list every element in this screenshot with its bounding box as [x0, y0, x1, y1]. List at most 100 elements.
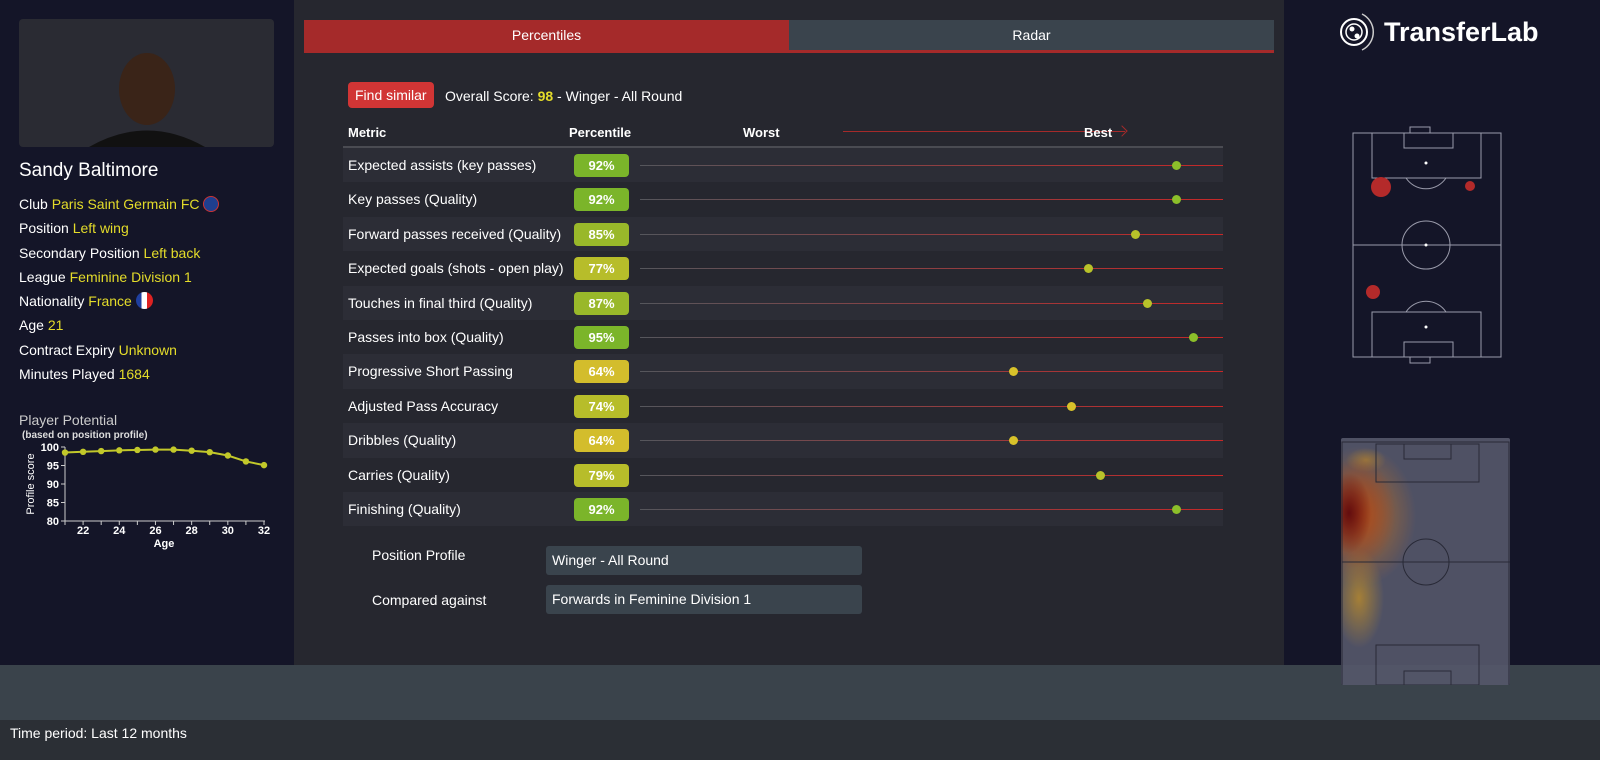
overall-score: Overall Score: 98 - Winger - All Round [445, 88, 682, 104]
info-age: Age 21 [19, 313, 219, 337]
tab-radar[interactable]: Radar [789, 20, 1274, 50]
table-row: Carries (Quality) 79% [343, 458, 1223, 492]
table-row: Expected assists (key passes) 92% [343, 148, 1223, 183]
metric-name: Finishing (Quality) [348, 500, 461, 517]
percentile-track [640, 336, 1223, 338]
percentile-marker [1171, 195, 1181, 205]
metric-name: Progressive Short Passing [348, 363, 513, 380]
info-contract-expiry: Contract Expiry Unknown [19, 338, 219, 362]
y-tick-label: 80 [47, 516, 59, 528]
heatmap-pitch-lines [1341, 441, 1510, 685]
club-crest-icon [203, 196, 220, 212]
info-label: Club [19, 196, 48, 212]
player-info: Club Paris Saint Germain FC Position Lef… [19, 192, 220, 386]
header-worst: Worst [743, 125, 780, 140]
info-value[interactable]: Paris Saint Germain FC [51, 196, 200, 212]
info-label: Position [19, 220, 69, 237]
percentile-marker [1096, 470, 1106, 480]
potential-point [170, 446, 177, 453]
overall-prefix: Overall Score: [445, 88, 538, 104]
potential-line [64, 448, 265, 467]
info-minutes-played: Minutes Played 1684 [19, 362, 219, 386]
position-profile-select[interactable]: Winger - All Round [546, 546, 862, 575]
potential-point [188, 447, 195, 454]
bottom-bar [0, 665, 1600, 720]
y-tick-label: 100 [41, 442, 59, 454]
tab-percentiles[interactable]: Percentiles [304, 20, 789, 50]
potential-point [260, 461, 268, 469]
info-label: Minutes Played [19, 366, 115, 383]
potential-point [206, 448, 213, 456]
header-percentile: Percentile [569, 125, 632, 140]
brand-name: TransferLab [1384, 16, 1539, 47]
potential-point [97, 447, 105, 455]
potential-point [134, 446, 141, 454]
table-row: Expected goals (shots - open play) 77% [343, 251, 1223, 285]
player-avatar-icon [89, 53, 205, 147]
percentile-track [640, 440, 1223, 442]
percentile-badge: 74% [574, 394, 629, 418]
percentile-track [640, 474, 1223, 476]
info-value: France [88, 293, 132, 310]
percentile-track [640, 302, 1223, 304]
percentile-marker [1171, 161, 1181, 170]
percentile-marker [1171, 504, 1181, 514]
percentile-marker [1189, 332, 1199, 342]
table-row: Key passes (Quality) 92% [343, 182, 1223, 216]
overall-score-value: 98 [537, 88, 554, 104]
table-row: Forward passes received (Quality) 85% [343, 216, 1223, 252]
find-similar-button[interactable]: Find similar [348, 82, 434, 108]
metric-name: Carries (Quality) [348, 466, 450, 483]
info-league: League Feminine Division 1 [19, 265, 219, 289]
info-value: 21 [47, 317, 64, 334]
metric-name: Touches in final third (Quality) [348, 294, 533, 311]
metric-name: Dribbles (Quality) [348, 432, 457, 449]
player-sidebar: Sandy Baltimore Club Paris Saint Germain… [0, 0, 294, 665]
potential-title: Player Potential [19, 412, 118, 428]
info-secondary-position: Secondary Position Left back [19, 241, 219, 265]
position-marker [1465, 181, 1475, 191]
percentile-track [640, 508, 1223, 510]
metric-name: Expected assists (key passes) [348, 157, 537, 173]
header-best: Best [1084, 125, 1113, 140]
percentile-badge: 92% [574, 497, 629, 521]
percentile-badge: 77% [574, 257, 629, 281]
table-row: Finishing (Quality) 92% [343, 491, 1223, 527]
compared-against-label: Compared against [372, 592, 487, 608]
y-axis-title: Profile score [25, 453, 37, 514]
percentile-marker [1008, 367, 1018, 377]
percentile-badge: 64% [574, 429, 629, 453]
potential-chart: 80 85 90 95 100 22 24 26 28 30 32 Age Profile score [25, 442, 270, 550]
compared-against-select[interactable]: Forwards in Feminine Division 1 [546, 585, 862, 614]
percentile-badge: 92% [574, 188, 629, 212]
percentile-track [640, 371, 1223, 373]
potential-point [224, 452, 232, 459]
potential-point [61, 449, 69, 456]
player-name: Sandy Baltimore [19, 160, 159, 181]
info-label: Nationality [19, 293, 85, 310]
main-panel: Percentiles Radar Find similar Overall S… [294, 0, 1284, 665]
info-value: Feminine Division 1 [69, 268, 192, 285]
france-flag-icon [135, 292, 153, 310]
metric-name: Key passes (Quality) [348, 191, 478, 208]
percentile-track [640, 268, 1223, 270]
transferlab-logo-icon [1340, 13, 1374, 51]
x-tick-label: 24 [113, 525, 126, 537]
y-tick-label: 85 [47, 498, 59, 510]
x-tick-label: 26 [149, 525, 161, 537]
x-tick-label: 30 [222, 525, 234, 537]
metric-name: Adjusted Pass Accuracy [348, 397, 499, 414]
y-tick-label: 90 [47, 479, 59, 491]
info-label: League [19, 268, 66, 285]
position-profile-label: Position Profile [372, 547, 466, 563]
x-tick-label: 28 [186, 525, 198, 537]
info-club: Club Paris Saint Germain FC [19, 192, 220, 216]
percentile-track [640, 199, 1223, 201]
tab-bar: Percentiles Radar [304, 20, 1274, 53]
info-value: 1684 [118, 366, 150, 383]
metric-name: Forward passes received (Quality) [348, 225, 562, 242]
info-label: Secondary Position [19, 244, 140, 261]
potential-point [152, 446, 159, 453]
percentile-track [640, 233, 1223, 235]
percentile-badge: 87% [574, 291, 629, 315]
